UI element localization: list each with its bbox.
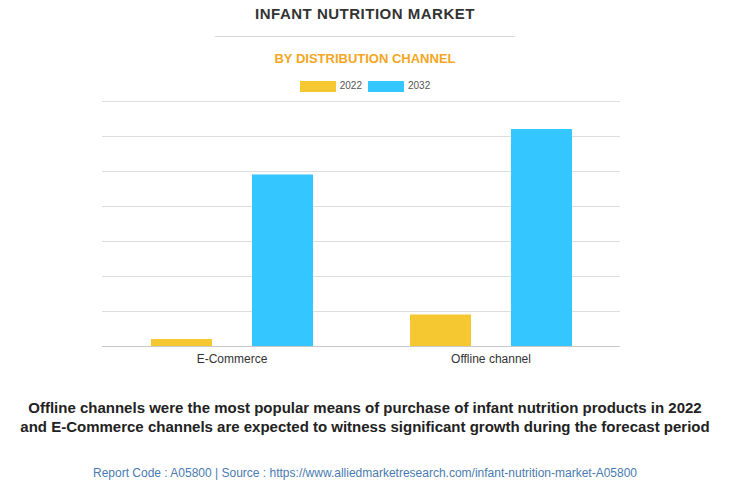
svg-text:Offline channel: Offline channel [451,352,531,366]
html-text:2022: 2022 [339,80,362,92]
svg-text:E-Commerce: E-Commerce [197,352,268,366]
html-text:2032: 2032 [408,80,431,92]
html-text:BY DISTRIBUTION CHANNEL: BY DISTRIBUTION CHANNEL [274,51,456,66]
html-text:Report Code : A05800 | Source: Report Code : A05800 | Source : https://… [93,466,637,480]
html-text:INFANT NUTRITION MARKET: INFANT NUTRITION MARKET [255,5,475,22]
html-text:Offline channels were the most: Offline channels were the most popular m… [20,399,710,435]
